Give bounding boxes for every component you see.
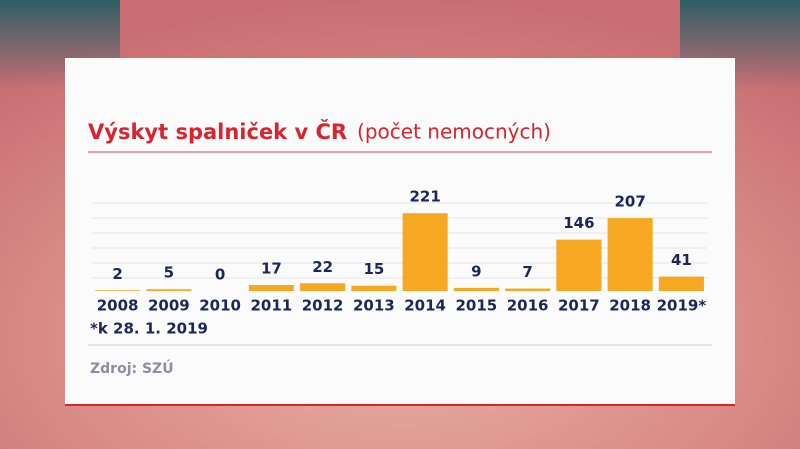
x-tick-label: 2009 [148,297,190,315]
footnote: *k 28. 1. 2019 [90,320,208,338]
bar [607,218,653,291]
data-label: 146 [563,214,594,232]
x-tick-label: 2016 [507,297,549,315]
bar [505,288,551,291]
data-label: 7 [522,263,532,281]
card-border [65,404,735,406]
x-tick-label: 2019* [657,297,707,315]
bar [248,285,294,291]
bar [402,213,448,291]
data-label: 221 [409,188,440,206]
data-label: 15 [363,260,384,278]
data-label: 5 [164,264,174,282]
x-tick-label: 2008 [97,297,139,315]
source: Zdroj: SZÚ [90,359,174,377]
data-label: 0 [215,266,225,284]
x-tick-label: 2011 [251,297,293,315]
bar [556,239,602,291]
data-label: 41 [671,251,692,269]
data-label: 2 [112,265,122,283]
x-tick-label: 2012 [302,297,344,315]
data-label: 17 [261,260,282,278]
x-tick-label: 2010 [199,297,241,315]
data-label: 207 [614,193,645,211]
bar [300,283,346,291]
x-tick-label: 2013 [353,297,395,315]
bar [351,285,397,291]
x-tick-label: 2015 [456,297,498,315]
bar [95,290,141,291]
bar [453,287,499,291]
bar [146,289,192,291]
data-label: 22 [312,258,333,276]
data-label: 9 [471,262,481,280]
bar [658,276,704,291]
x-tick-label: 2014 [404,297,446,315]
x-tick-label: 2017 [558,297,600,315]
background-lines [92,202,707,279]
x-tick-label: 2018 [609,297,651,315]
chart-subtitle: (počet nemocných) [357,120,551,144]
chart-title: Výskyt spalniček v ČR [88,119,347,144]
